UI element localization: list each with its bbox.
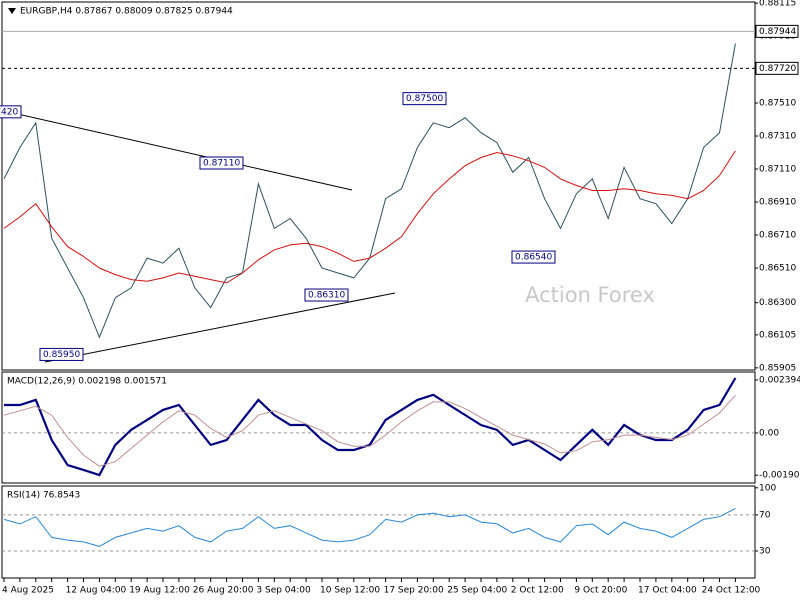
x-tick-label: 25 Sep 04:00: [447, 586, 507, 596]
annotation-label: 0.87420: [0, 107, 18, 117]
y-tick-label: -0.001908: [759, 471, 800, 481]
x-tick-label: 4 Aug 2025: [2, 586, 54, 596]
price-title: EURGBP,H4 0.87867 0.88009 0.87825 0.8794…: [20, 7, 233, 17]
x-tick-label: 9 Oct 20:00: [574, 586, 627, 596]
rsi-title: RSI(14) 76.8543: [7, 491, 80, 501]
y-tick-label: 100: [759, 483, 776, 493]
trend-line: [44, 292, 396, 363]
current-price-box: [755, 24, 799, 38]
current-price-label: 0.87944: [759, 27, 796, 37]
annotation-label: 0.86310: [308, 291, 345, 301]
annotation-label: 0.86540: [515, 253, 552, 263]
menu-arrow: [8, 8, 16, 14]
y-tick-label: 0.86105: [759, 330, 796, 340]
x-tick-label: 3 Sep 04:00: [256, 586, 311, 596]
annotation-box: [0, 105, 22, 119]
y-tick-label: 0.88115: [759, 0, 796, 9]
annotation-box: [199, 156, 244, 170]
x-tick-label: 12 Aug 04:00: [66, 586, 127, 596]
x-tick-label: 10 Sep 12:00: [320, 586, 380, 596]
annotation-label: 0.85950: [43, 350, 80, 360]
level-label: 0.87720: [759, 64, 796, 74]
y-tick-label: 0.86910: [759, 198, 796, 208]
y-tick-label: 0.87510: [759, 98, 796, 108]
y-tick-label: 70: [759, 510, 771, 520]
y-tick-label: 0.00: [759, 428, 779, 438]
y-tick-label: 0.87110: [759, 165, 796, 175]
y-tick-label: 0.86710: [759, 231, 796, 241]
x-tick-label: 17 Sep 20:00: [384, 586, 444, 596]
x-tick-label: 17 Oct 04:00: [638, 586, 697, 596]
y-tick-label: 0.86300: [759, 298, 796, 308]
x-tick-label: 26 Aug 20:00: [193, 586, 254, 596]
macd-title: MACD(12,26,9) 0.002198 0.001571: [7, 377, 167, 387]
x-tick-label: 2 Oct 12:00: [511, 586, 564, 596]
y-tick-label: 0.85905: [759, 363, 796, 373]
y-tick-label: 0.87310: [759, 131, 796, 141]
annotation-label: 0.87500: [406, 94, 443, 104]
series-line: [3, 150, 736, 284]
annotation-box: [402, 92, 447, 106]
macd-panel: [1, 371, 756, 484]
rsi-panel: [1, 485, 756, 579]
annotation-box: [511, 250, 556, 264]
y-tick-label: 0.86510: [759, 264, 796, 274]
series-line: [3, 394, 736, 467]
series-line: [3, 508, 736, 547]
annotation-box: [304, 288, 349, 302]
level-box: [755, 61, 799, 75]
x-tick-label: 24 Oct 12:00: [702, 586, 761, 596]
price-panel: [1, 1, 756, 371]
annotation-label: 0.87110: [203, 159, 240, 169]
y-tick-label: 30: [759, 546, 771, 556]
trend-line: [0, 109, 353, 191]
y-tick-label: 0.002394: [759, 375, 800, 385]
series-line: [4, 377, 737, 477]
watermark: Action Forex: [525, 283, 655, 307]
annotation-box: [39, 347, 84, 361]
x-tick-label: 19 Aug 12:00: [129, 586, 190, 596]
